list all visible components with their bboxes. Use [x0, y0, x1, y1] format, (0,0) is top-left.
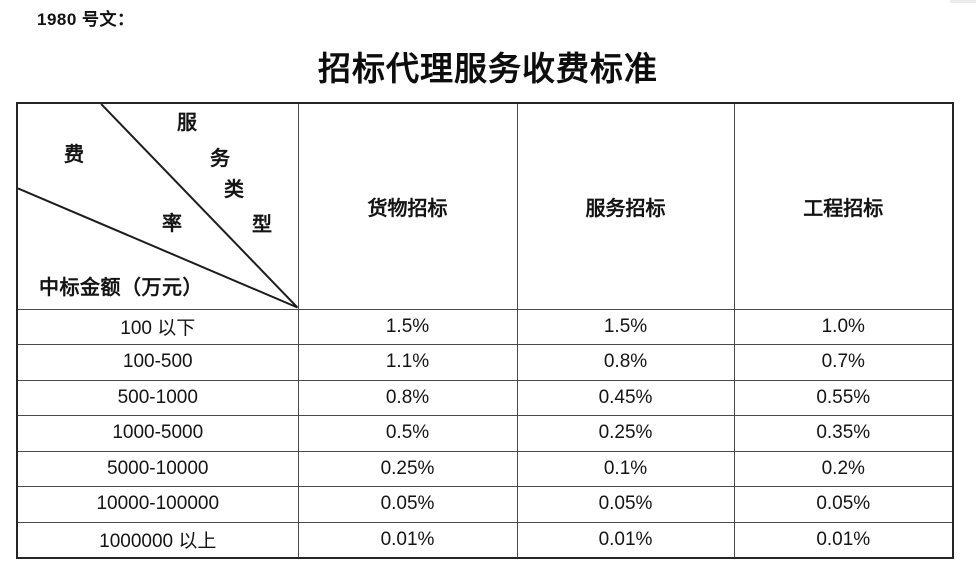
doc-number: 1980 号文： — [37, 10, 135, 29]
row-label-cell: 100-500 — [16, 344, 299, 381]
value-cell: 0.25% — [297, 450, 518, 487]
row-label-cell: 1000-5000 — [16, 415, 299, 452]
value-cell: 0.05% — [297, 486, 518, 523]
diagonal-header-cell: 服 费 务 类 率 型 中标金额（万元） — [16, 102, 299, 310]
value-cell: 0.25% — [516, 415, 735, 452]
value-cell: 1.5% — [297, 308, 518, 345]
column-header-goods: 货物招标 — [297, 102, 518, 310]
value-cell: 0.45% — [516, 379, 735, 416]
value-cell: 1.5% — [516, 308, 735, 345]
fee-standard-table: 服 费 务 类 率 型 中标金额（万元） 货物招标 服务招标 工程招标 100 … — [16, 102, 954, 559]
table-row: 5000-10000 0.25% 0.1% 0.2% — [16, 450, 954, 487]
value-cell: 0.7% — [733, 344, 954, 381]
value-cell: 0.1% — [516, 450, 735, 487]
diagonal-label-service-char: 型 — [252, 214, 272, 236]
value-cell: 0.01% — [297, 521, 518, 558]
value-cell: 0.01% — [516, 521, 735, 558]
value-cell: 0.55% — [733, 379, 954, 416]
row-label-cell: 10000-100000 — [16, 486, 299, 523]
value-cell: 0.35% — [733, 415, 954, 452]
table-row: 500-1000 0.8% 0.45% 0.55% — [16, 379, 954, 416]
table-row: 1000-5000 0.5% 0.25% 0.35% — [16, 415, 954, 452]
row-label-cell: 5000-10000 — [16, 450, 299, 487]
value-cell: 0.8% — [297, 379, 518, 416]
value-cell: 1.0% — [733, 308, 954, 345]
diagonal-label-fee-char: 费 — [64, 144, 84, 166]
value-cell: 0.2% — [733, 450, 954, 487]
value-cell: 1.1% — [297, 344, 518, 381]
row-label-cell: 100 以下 — [16, 308, 299, 345]
row-label-cell: 500-1000 — [16, 379, 299, 416]
table-row: 100 以下 1.5% 1.5% 1.0% — [16, 308, 954, 345]
diagonal-label-service-char: 务 — [210, 148, 230, 170]
value-cell: 0.01% — [733, 521, 954, 558]
table-row: 100-500 1.1% 0.8% 0.7% — [16, 344, 954, 381]
value-cell: 0.05% — [733, 486, 954, 523]
diagonal-label-rate-char: 率 — [162, 213, 182, 235]
top-right-edge-line — [950, 0, 976, 3]
value-cell: 0.8% — [516, 344, 735, 381]
diagonal-label-service-char: 服 — [177, 112, 197, 134]
table-header-row: 服 费 务 类 率 型 中标金额（万元） 货物招标 服务招标 工程招标 — [16, 102, 954, 310]
diagonal-label-amount: 中标金额（万元） — [39, 277, 203, 299]
table-row: 1000000 以上 0.01% 0.01% 0.01% — [16, 521, 954, 558]
diagonal-label-service-char: 类 — [224, 179, 244, 201]
diagonal-divider-lines — [18, 104, 297, 308]
row-label-cell: 1000000 以上 — [16, 521, 299, 558]
table-row: 10000-100000 0.05% 0.05% 0.05% — [16, 486, 954, 523]
value-cell: 0.05% — [516, 486, 735, 523]
column-header-works: 工程招标 — [733, 102, 954, 310]
page-title: 招标代理服务收费标准 — [318, 52, 658, 88]
column-header-services: 服务招标 — [516, 102, 735, 310]
value-cell: 0.5% — [297, 415, 518, 452]
